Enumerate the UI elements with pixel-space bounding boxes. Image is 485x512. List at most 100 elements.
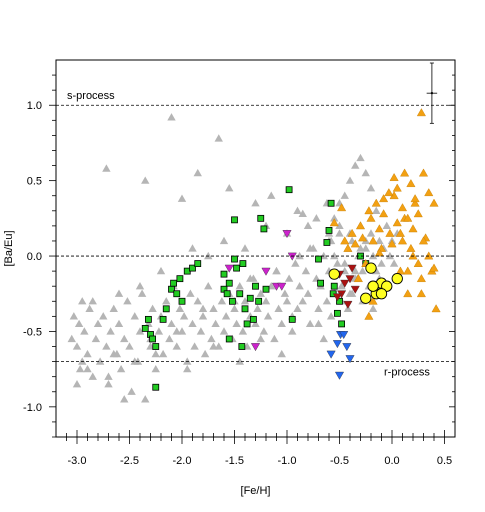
- data-point: [317, 279, 325, 287]
- data-point: [285, 186, 293, 194]
- data-point: [194, 260, 202, 267]
- data-point: [389, 259, 399, 267]
- data-point: [172, 342, 181, 350]
- data-point: [303, 221, 313, 230]
- data-point: [176, 275, 184, 283]
- data-point: [424, 251, 434, 260]
- data-point: [397, 203, 408, 212]
- data-point: [389, 173, 399, 181]
- data-point: [277, 319, 286, 328]
- data-point: [329, 218, 339, 227]
- data-point: [95, 357, 105, 365]
- data-point: [336, 297, 343, 305]
- data-point: [413, 209, 423, 218]
- data-point: [256, 289, 265, 297]
- data-point: [293, 206, 302, 214]
- data-point: [219, 327, 229, 335]
- data-point: [261, 297, 271, 305]
- data-point: [116, 364, 126, 373]
- data-point: [207, 334, 216, 343]
- data-point: [429, 263, 439, 272]
- data-point: [366, 229, 376, 237]
- data-point: [377, 259, 386, 267]
- data-point: [135, 282, 145, 290]
- data-point: [235, 357, 244, 365]
- data-point: [189, 264, 196, 272]
- data-point: [231, 216, 238, 224]
- data-point: [326, 312, 336, 320]
- data-point: [301, 266, 311, 275]
- data-point: [282, 297, 292, 305]
- x-tick-label: 0.5: [437, 455, 452, 467]
- data-point: [99, 312, 108, 320]
- data-point: [104, 372, 113, 380]
- data-point: [78, 357, 87, 365]
- data-point: [406, 179, 416, 188]
- data-point: [193, 297, 202, 305]
- data-point: [314, 319, 323, 328]
- data-point: [141, 176, 150, 184]
- data-point: [406, 243, 416, 252]
- data-point: [347, 289, 357, 297]
- data-point: [69, 312, 79, 320]
- data-point: [368, 236, 378, 245]
- data-point: [235, 282, 244, 290]
- data-point: [360, 292, 372, 304]
- data-point: [350, 285, 360, 294]
- data-point: [340, 191, 349, 199]
- data-point: [353, 274, 363, 283]
- data-point: [295, 251, 304, 260]
- data-point: [400, 168, 410, 177]
- data-point: [120, 395, 129, 403]
- data-point: [333, 259, 342, 267]
- data-point: [220, 270, 228, 278]
- data-point: [305, 244, 315, 252]
- data-point: [337, 203, 347, 212]
- data-point: [149, 335, 157, 343]
- data-point: [416, 108, 426, 117]
- data-point: [298, 209, 307, 217]
- data-point: [162, 305, 170, 313]
- data-point: [345, 275, 355, 284]
- data-point: [127, 387, 136, 395]
- data-point: [288, 327, 297, 335]
- data-point: [272, 266, 281, 275]
- data-point: [67, 334, 76, 343]
- data-point: [223, 290, 231, 298]
- reference-line-label: r-process: [384, 367, 430, 379]
- data-point: [175, 304, 185, 312]
- data-point: [102, 342, 111, 350]
- data-point: [130, 357, 139, 365]
- x-tick-label: -2.5: [120, 455, 139, 467]
- data-point: [339, 331, 349, 340]
- data-point: [333, 309, 341, 317]
- data-point: [418, 236, 429, 245]
- data-point: [391, 273, 403, 285]
- data-point: [274, 304, 283, 312]
- data-point: [280, 289, 290, 297]
- data-point: [332, 293, 342, 302]
- data-point: [152, 383, 160, 391]
- data-point: [410, 198, 420, 207]
- data-point: [260, 225, 268, 233]
- data-point: [228, 297, 236, 305]
- data-point: [368, 304, 378, 312]
- data-point: [211, 319, 220, 328]
- data-point: [198, 304, 208, 312]
- data-point: [364, 206, 374, 215]
- data-point: [364, 311, 374, 320]
- data-point: [319, 334, 328, 343]
- data-point: [170, 279, 178, 287]
- data-point: [72, 380, 82, 388]
- data-point: [233, 264, 241, 272]
- data-point: [312, 214, 321, 222]
- data-point: [148, 304, 157, 312]
- data-point: [190, 342, 199, 350]
- plot-frame: [55, 59, 456, 438]
- data-point: [392, 218, 402, 227]
- data-point: [154, 327, 164, 335]
- data-point: [188, 244, 197, 252]
- data-point: [152, 343, 160, 350]
- data-point: [221, 312, 231, 320]
- data-point: [335, 229, 344, 237]
